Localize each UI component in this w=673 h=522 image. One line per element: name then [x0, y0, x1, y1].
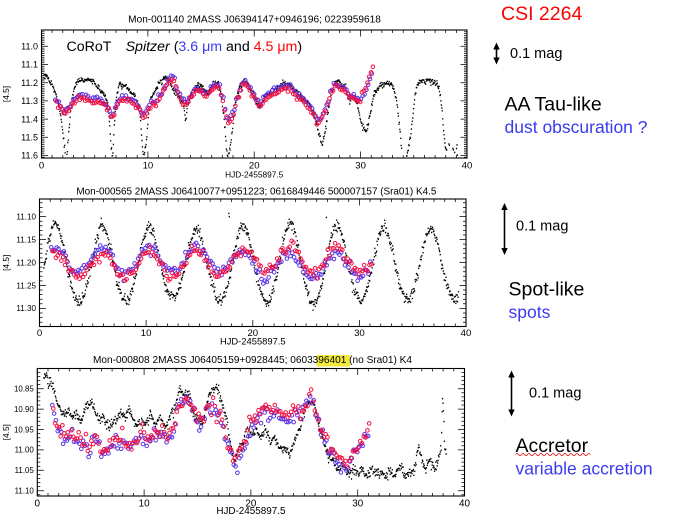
svg-text:[4.5]: [4.5] — [1, 86, 11, 102]
svg-text:10: 10 — [139, 499, 150, 510]
svg-text:30: 30 — [355, 161, 366, 172]
svg-text:10: 10 — [141, 328, 152, 339]
svg-text:dust obscuration ?: dust obscuration ? — [505, 117, 648, 137]
svg-text:variable accretion: variable accretion — [516, 459, 653, 479]
svg-text:11.20: 11.20 — [16, 258, 36, 267]
svg-text:11.10: 11.10 — [16, 212, 36, 221]
svg-text:11.6: 11.6 — [21, 151, 38, 161]
svg-text:Spot-like: Spot-like — [509, 279, 585, 301]
svg-text:Mon-000808 2MASS J06405159+092: Mon-000808 2MASS J06405159+0928445; 0603… — [93, 355, 412, 366]
svg-text:11.00: 11.00 — [15, 446, 35, 455]
svg-text:0.1 mag: 0.1 mag — [510, 46, 562, 62]
svg-text:Accretor: Accretor — [516, 435, 589, 457]
svg-text:[4.5]: [4.5] — [1, 424, 11, 440]
svg-text:30: 30 — [354, 328, 365, 339]
svg-text:20: 20 — [245, 499, 256, 510]
svg-text:11.4: 11.4 — [21, 114, 38, 124]
svg-text:Spitzer (3.6 μm and 4.5 μm): Spitzer (3.6 μm and 4.5 μm) — [126, 39, 302, 55]
svg-text:40: 40 — [459, 499, 470, 510]
svg-text:11.2: 11.2 — [21, 78, 38, 88]
svg-text:0.1 mag: 0.1 mag — [516, 219, 568, 235]
svg-text:spots: spots — [509, 302, 551, 322]
svg-text:CSI 2264: CSI 2264 — [501, 3, 582, 25]
svg-text:HJD-2455897.5: HJD-2455897.5 — [220, 335, 286, 346]
svg-text:40: 40 — [461, 328, 472, 339]
svg-text:[4.5]: [4.5] — [1, 255, 11, 271]
svg-text:10.90: 10.90 — [14, 405, 34, 414]
svg-text:HJD-2455897.5: HJD-2455897.5 — [225, 169, 284, 179]
svg-text:11.0: 11.0 — [21, 41, 38, 51]
svg-text:40: 40 — [462, 161, 473, 172]
svg-text:11.30: 11.30 — [16, 304, 36, 313]
svg-text:11.25: 11.25 — [16, 281, 36, 290]
svg-text:20: 20 — [247, 328, 258, 339]
svg-text:20: 20 — [249, 161, 260, 172]
svg-text:0: 0 — [37, 328, 42, 339]
svg-text:10.85: 10.85 — [14, 385, 34, 394]
svg-text:Mon-000565 2MASS J06410077+095: Mon-000565 2MASS J06410077+0951223; 0616… — [76, 187, 436, 198]
svg-text:0: 0 — [35, 499, 41, 510]
svg-text:30: 30 — [352, 499, 363, 510]
svg-text:0: 0 — [39, 161, 44, 172]
svg-text:AA Tau-like: AA Tau-like — [505, 94, 602, 116]
svg-text:11.1: 11.1 — [21, 60, 38, 70]
svg-text:HJD-2455897.5: HJD-2455897.5 — [216, 506, 286, 517]
svg-text:11.05: 11.05 — [15, 466, 35, 475]
svg-text:Mon-001140 2MASS J06394147+094: Mon-001140 2MASS J06394147+0946196; 0223… — [128, 15, 381, 26]
svg-text:10: 10 — [143, 161, 154, 172]
svg-text:11.10: 11.10 — [15, 487, 35, 496]
svg-text:CoRoT: CoRoT — [67, 39, 112, 55]
svg-text:10.95: 10.95 — [14, 425, 34, 434]
svg-text:11.15: 11.15 — [16, 235, 36, 244]
svg-text:0.1 mag: 0.1 mag — [529, 386, 581, 402]
svg-text:11.5: 11.5 — [21, 133, 38, 143]
svg-text:11.3: 11.3 — [21, 96, 38, 106]
